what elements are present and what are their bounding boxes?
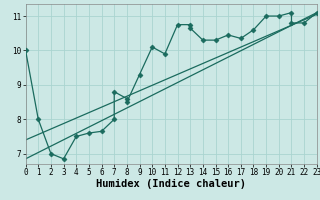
X-axis label: Humidex (Indice chaleur): Humidex (Indice chaleur) [96,179,246,189]
